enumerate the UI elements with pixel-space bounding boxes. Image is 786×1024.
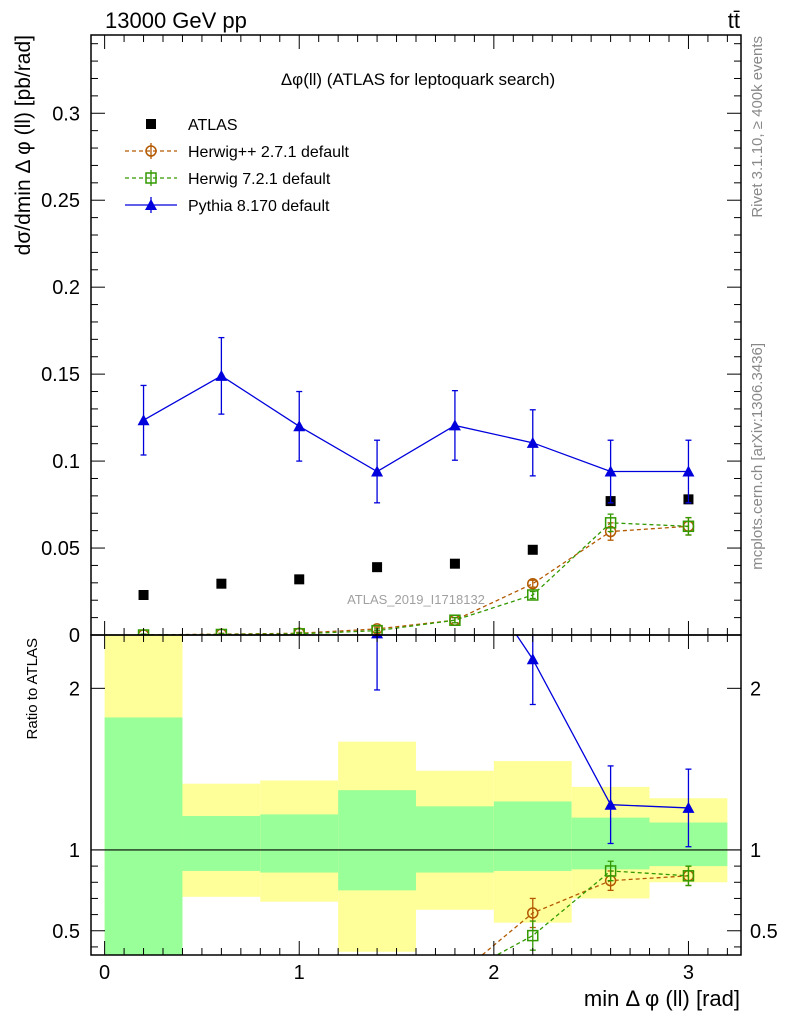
y-axis-label-ratio: Ratio to ATLAS	[24, 638, 41, 739]
data-point	[138, 133, 150, 144]
data-point	[372, 992, 382, 1002]
data-point	[145, 172, 157, 184]
ratio-y-tick-label-right: 2	[750, 678, 761, 700]
data-point	[682, 465, 695, 477]
data-point	[215, 369, 228, 381]
data-point	[145, 199, 157, 210]
legend-entry: ATLAS	[146, 117, 238, 134]
main-panel-content	[137, 336, 695, 635]
stat-uncertainty-band	[338, 790, 416, 891]
data-point	[216, 578, 227, 589]
data-point	[146, 119, 156, 129]
mcplots-side-label: mcplots.cern.ch [arXiv:1306.3436]	[749, 343, 766, 570]
data-point	[527, 577, 539, 590]
y-tick-label: 0.3	[52, 103, 80, 125]
data-point	[372, 562, 383, 573]
data-point	[138, 590, 149, 600]
stat-uncertainty-band	[493, 801, 572, 871]
data-point	[293, 420, 306, 432]
header-process: tt̄	[728, 8, 740, 33]
y-tick-label: 0.05	[41, 538, 80, 560]
data-point	[682, 870, 695, 882]
legend-entry: Herwig++ 2.7.1 default	[125, 143, 350, 161]
data-point	[294, 574, 305, 585]
data-point	[526, 653, 539, 665]
stat-uncertainty-band	[104, 717, 183, 955]
chart-title: Δφ(ll) (ATLAS for leptoquark search)	[281, 70, 555, 89]
data-point	[372, 996, 382, 1006]
y-tick-label: 0.25	[41, 190, 80, 212]
stat-uncertainty-band	[416, 806, 494, 873]
y-tick-label: 0	[69, 625, 80, 647]
x-tick-label: 2	[488, 962, 499, 984]
y-tick-label: 0.1	[52, 451, 80, 473]
data-point	[294, 1002, 304, 1012]
x-tick-label: 3	[683, 962, 694, 984]
rivet-side-label: Rivet 3.1.10, ≥ 400k events	[749, 36, 766, 218]
data-point	[139, 1007, 149, 1017]
data-point	[604, 798, 617, 810]
data-point	[371, 465, 384, 477]
legend-label: Herwig++ 2.7.1 default	[188, 144, 350, 161]
data-point	[527, 589, 539, 601]
stat-uncertainty-band	[182, 816, 261, 871]
data-point	[449, 614, 461, 626]
legend-entry: Pythia 8.170 default	[125, 197, 330, 215]
y-axis-label-main: dσ/dmin Δ φ (ll) [pb/rad]	[12, 35, 35, 255]
data-point	[526, 436, 539, 448]
data-point	[527, 907, 539, 919]
ratio-line	[481, 875, 689, 955]
data-point	[450, 973, 460, 983]
stat-uncertainty-band	[260, 814, 339, 873]
ratio-line	[515, 635, 689, 809]
y-tick-label: 0.15	[41, 364, 80, 386]
data-point	[450, 973, 460, 983]
ratio-y-tick-label-right: 0.5	[750, 921, 778, 943]
data-point	[294, 1003, 304, 1013]
data-point	[527, 929, 539, 942]
data-point	[604, 865, 617, 877]
x-axis-label: min Δ φ (ll) [rad]	[584, 986, 740, 1011]
data-point	[448, 419, 461, 431]
legend: ATLAS Herwig++ 2.7.1 default Herwig 7.2.1 …	[125, 117, 350, 215]
data-point	[371, 624, 383, 635]
series-line	[143, 525, 689, 635]
ratio-y-tick-label: 0.5	[52, 921, 80, 943]
data-point	[682, 520, 695, 533]
ratio-y-tick-label-right: 1	[750, 840, 761, 862]
data-point	[682, 801, 695, 813]
legend-label: Pythia 8.170 default	[188, 198, 330, 215]
header-energy: 13000 GeV pp	[105, 8, 247, 33]
ratio-panel-content	[91, 133, 741, 1017]
data-point	[145, 145, 157, 157]
ratio-y-tick-label: 1	[69, 840, 80, 862]
data-point	[216, 1004, 226, 1014]
legend-entry: Herwig 7.2.1 default	[125, 170, 331, 188]
watermark: ATLAS_2019_I1718132	[347, 592, 485, 607]
x-tick-label: 1	[294, 962, 305, 984]
legend-label: Herwig 7.2.1 default	[188, 171, 331, 188]
data-point	[449, 537, 461, 548]
data-point	[604, 465, 617, 477]
data-point	[449, 558, 460, 569]
ratio-y-tick-label: 2	[69, 678, 80, 700]
y-tick-label: 0.2	[52, 277, 80, 299]
data-point	[216, 1005, 226, 1015]
data-point	[139, 1007, 149, 1017]
data-point	[137, 414, 150, 426]
legend-label: ATLAS	[188, 117, 238, 134]
data-point	[604, 517, 617, 529]
data-point	[527, 544, 538, 555]
x-tick-label: 0	[99, 962, 110, 984]
series-line	[143, 375, 689, 473]
axes: 0 1 2 3 0 0.05 0.1 0.15 0.2 0.25 0.3 0.5 0.5 1 1 2 2	[41, 35, 778, 984]
